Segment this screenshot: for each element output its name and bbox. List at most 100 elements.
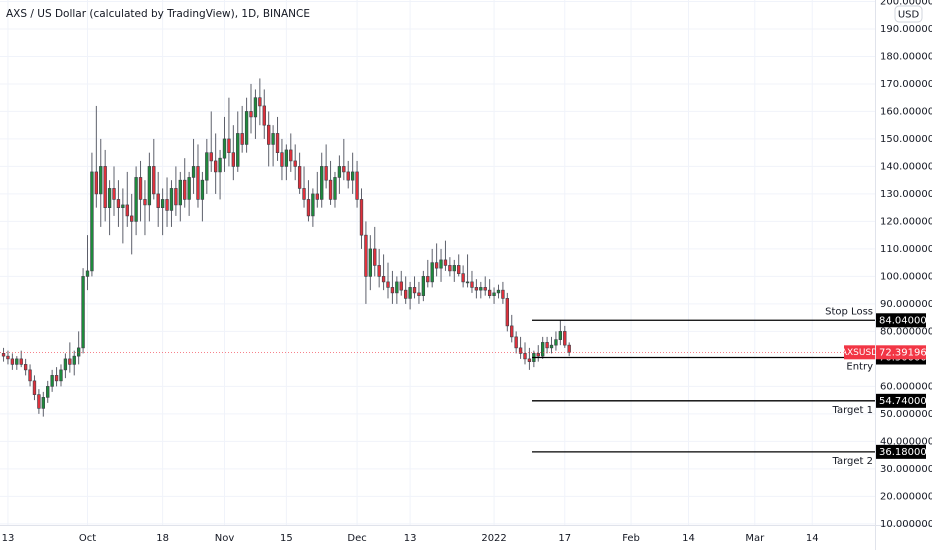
y-tick-label: 10.000000 <box>880 519 932 530</box>
candle-body <box>563 331 567 346</box>
candle-body <box>541 342 545 357</box>
candle-body <box>399 281 403 291</box>
candle-body <box>152 166 156 195</box>
candle-body <box>404 289 408 299</box>
level-price-label: 54.740000 <box>879 396 932 407</box>
currency-button[interactable] <box>894 5 923 23</box>
candle-body <box>244 111 249 145</box>
candle-body <box>381 276 386 283</box>
y-tick-label: 120.000000 <box>880 216 932 227</box>
candle-body <box>271 133 275 145</box>
candle-body <box>178 179 182 206</box>
x-tick-label: Oct <box>79 533 96 544</box>
candle-body <box>28 369 32 382</box>
candle-body <box>103 166 107 208</box>
x-tick-label: 14 <box>682 533 695 544</box>
candle-body <box>200 179 205 200</box>
candle-body <box>262 105 266 126</box>
x-tick-label: 15 <box>280 533 293 544</box>
candle-body <box>359 199 364 236</box>
y-tick-label: 110.000000 <box>880 244 932 255</box>
candle-body <box>434 262 439 269</box>
candle-body <box>368 248 372 277</box>
y-tick-label: 90.000000 <box>880 299 932 310</box>
candle-body <box>527 358 532 362</box>
candle-body <box>342 166 346 173</box>
candle-body <box>505 298 509 327</box>
candle-body <box>536 353 540 357</box>
candle-body <box>306 199 311 217</box>
level-price-label: 84.040000 <box>879 315 932 326</box>
candle-body <box>191 166 196 178</box>
candle-body <box>41 397 45 409</box>
candle-body <box>227 138 231 153</box>
currency-label[interactable]: USD <box>898 10 920 21</box>
candle-body <box>46 386 50 398</box>
level-name: Target 2 <box>832 456 873 467</box>
candle-body <box>138 177 143 200</box>
candle-body <box>15 358 19 365</box>
x-tick-label: 13 <box>2 533 15 544</box>
candle-body <box>461 273 465 283</box>
candle-body <box>496 289 501 294</box>
x-tick-label: 17 <box>558 533 571 544</box>
candle-body <box>426 276 430 283</box>
candle-body <box>187 177 191 200</box>
candle-body <box>205 152 209 181</box>
candle-body <box>386 281 390 288</box>
candle-body <box>302 188 306 200</box>
level-price-label: 36.180000 <box>879 447 932 458</box>
candle-body <box>275 133 280 153</box>
candle-body <box>492 292 496 296</box>
candle-body <box>94 171 99 195</box>
candle-body <box>90 171 94 272</box>
x-tick-label: Feb <box>622 533 640 544</box>
candle-body <box>249 111 253 118</box>
levels: Stop Loss Entry Target 1 Target 2 <box>0 306 875 467</box>
x-tick-label: 14 <box>806 533 819 544</box>
candle-body <box>412 287 417 294</box>
candle-body <box>222 138 227 159</box>
candle-body <box>518 347 523 354</box>
y-tick-label: 140.000000 <box>880 161 932 172</box>
candle-body <box>315 193 319 200</box>
candle-body <box>284 149 289 167</box>
candle-body <box>134 177 138 222</box>
candle-body <box>280 152 284 167</box>
candle-body <box>209 152 213 162</box>
level-name: Stop Loss <box>825 306 873 317</box>
candle-body <box>377 265 381 277</box>
candle-body <box>147 166 152 206</box>
candle-body <box>116 199 121 208</box>
candle-body <box>10 358 15 365</box>
candle-body <box>85 270 90 277</box>
candle-body <box>470 281 474 288</box>
y-tick-label: 180.000000 <box>880 51 932 62</box>
candle-body <box>258 97 262 107</box>
x-tick-label: 2022 <box>481 533 506 544</box>
candle-body <box>183 179 187 200</box>
candle-body <box>253 97 258 118</box>
candle-body <box>50 375 54 387</box>
y-tick-label: 150.000000 <box>880 134 932 145</box>
candle-body <box>297 166 302 189</box>
candle-body <box>267 124 271 145</box>
candle-body <box>231 152 236 167</box>
candle-body <box>545 342 549 349</box>
candle-body <box>355 171 359 200</box>
candle-body <box>37 394 41 409</box>
candle-body <box>23 364 28 371</box>
candle-body <box>196 166 200 200</box>
candle-body <box>483 287 487 291</box>
x-tick-label: Mar <box>745 533 765 544</box>
candle-body <box>558 331 563 340</box>
candle-body <box>514 336 518 349</box>
candle-body <box>169 188 174 211</box>
x-tick-label: 13 <box>404 533 417 544</box>
candle-body <box>1 353 6 357</box>
candle-body <box>165 199 169 211</box>
grid <box>0 0 875 525</box>
candle-body <box>479 287 483 291</box>
